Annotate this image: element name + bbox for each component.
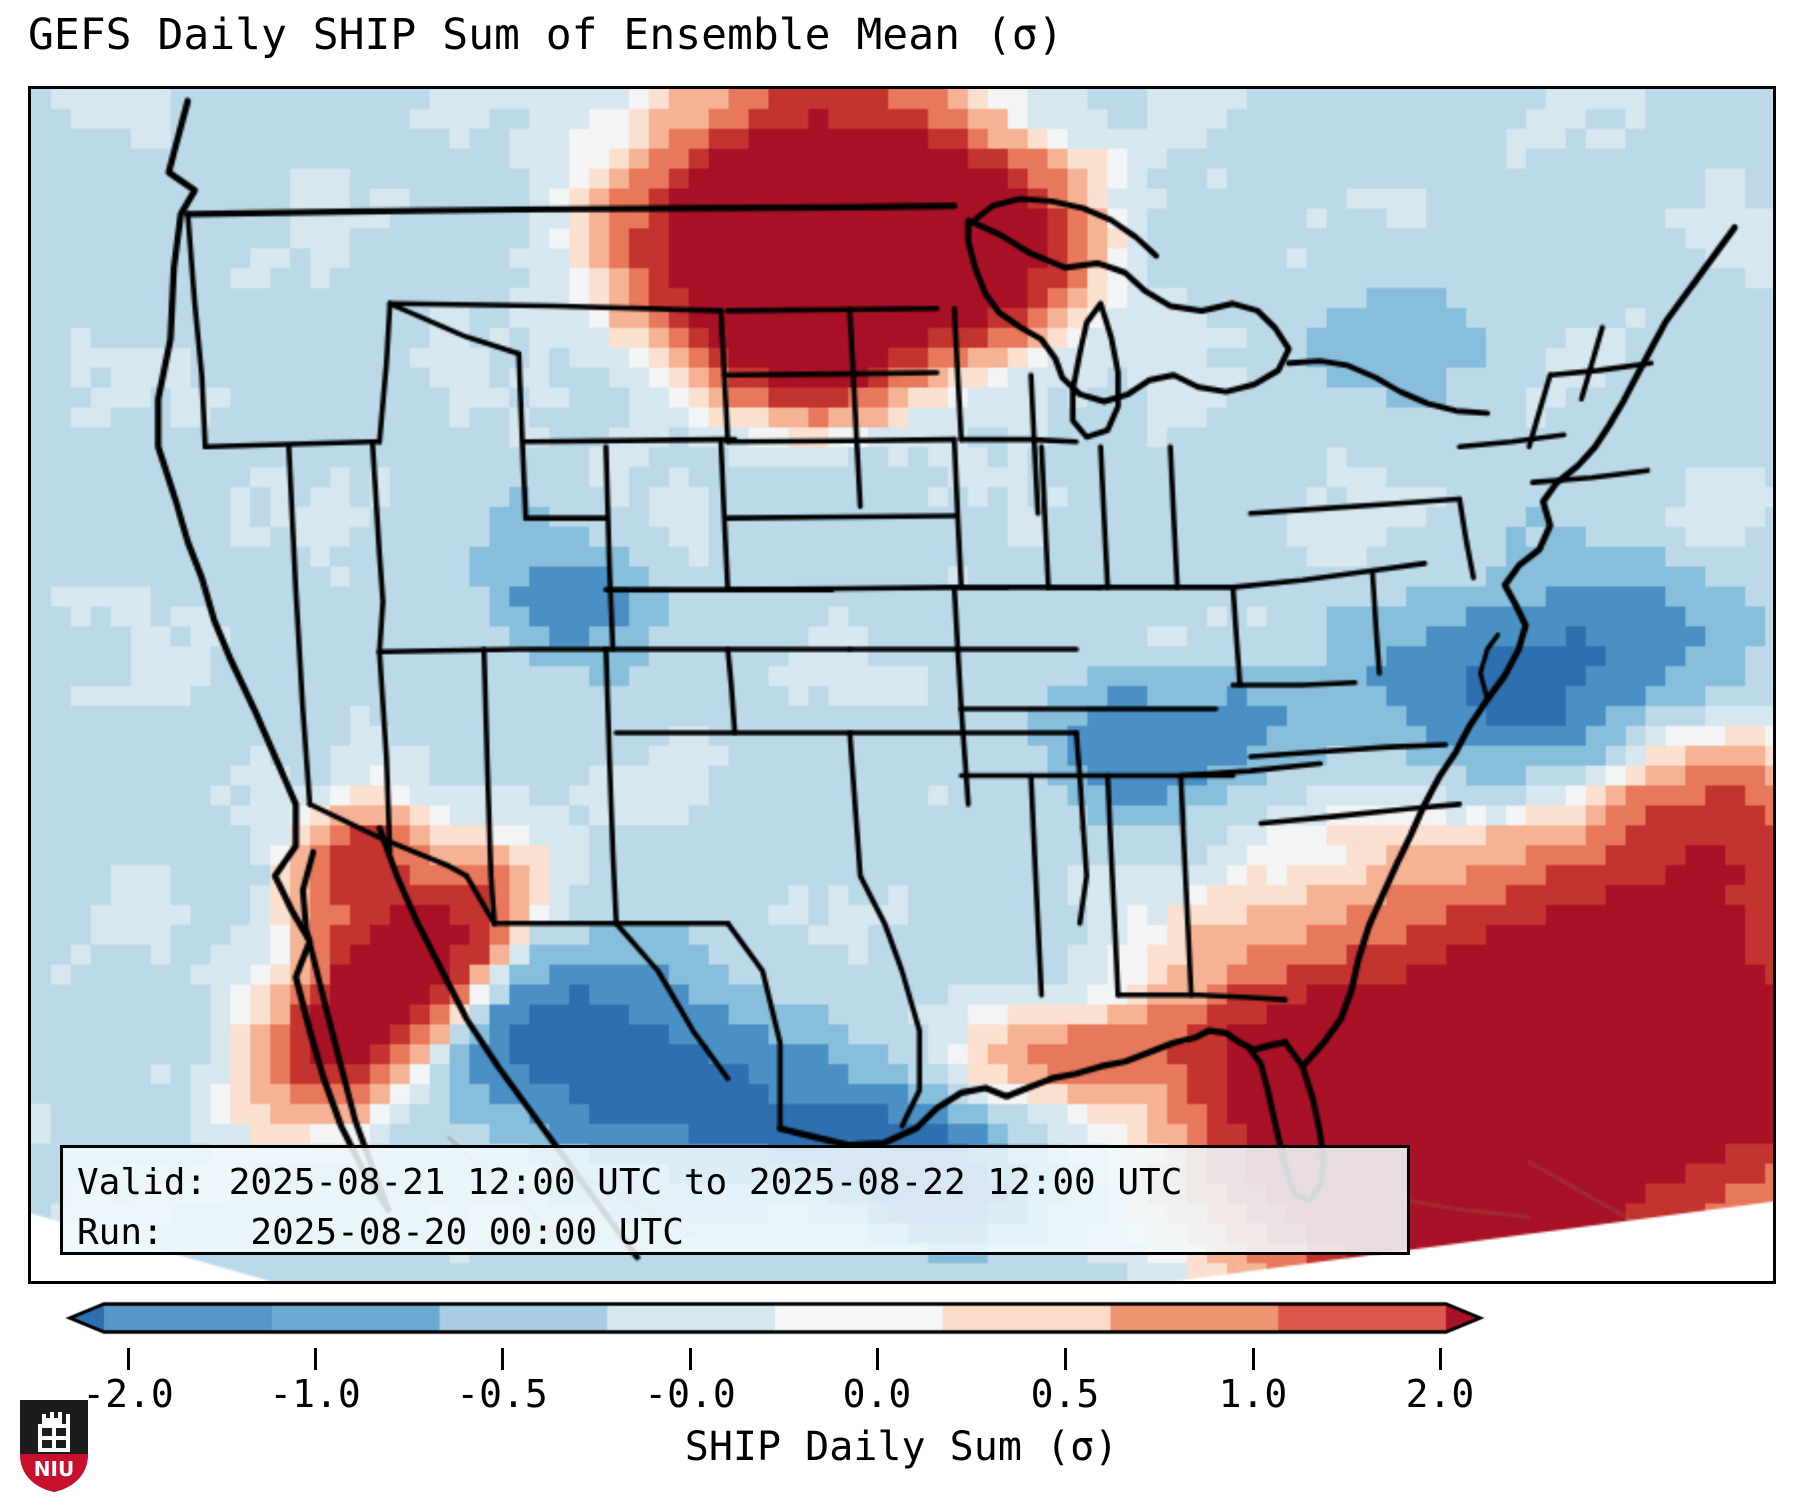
- colorbar-tick-label: 2.0: [1405, 1372, 1475, 1416]
- colorbar-tick-label: -0.5: [456, 1372, 548, 1416]
- colorbar-tick-mark: [876, 1348, 879, 1370]
- colorbar-tick-label: -2.0: [82, 1372, 174, 1416]
- colorbar-tick-mark: [1439, 1348, 1442, 1370]
- colorbar-axis-label: SHIP Daily Sum (σ): [684, 1424, 1119, 1470]
- colorbar: [0, 1294, 1803, 1354]
- colorbar-tick-label: 1.0: [1218, 1372, 1288, 1416]
- colorbar-tick-mark: [501, 1348, 504, 1370]
- colorbar-tick-label: 0.0: [842, 1372, 912, 1416]
- run-time-line: Run: 2025-08-20 00:00 UTC: [77, 1212, 684, 1253]
- colorbar-tick-label: -1.0: [269, 1372, 361, 1416]
- map-heatmap-canvas: [31, 89, 1773, 1281]
- colorbar-tick-label: -0.0: [644, 1372, 736, 1416]
- colorbar-tick-mark: [314, 1348, 317, 1370]
- page-title: GEFS Daily SHIP Sum of Ensemble Mean (σ): [28, 10, 1064, 60]
- colorbar-tick-mark: [1252, 1348, 1255, 1370]
- colorbar-tick-mark: [127, 1348, 130, 1370]
- annotation-box: Valid: 2025-08-21 12:00 UTC to 2025-08-2…: [60, 1145, 1410, 1255]
- colorbar-tick-label: 0.5: [1030, 1372, 1100, 1416]
- niu-logo: NIU: [20, 1400, 88, 1492]
- colorbar-tick-mark: [689, 1348, 692, 1370]
- valid-time-line: Valid: 2025-08-21 12:00 UTC to 2025-08-2…: [77, 1162, 1183, 1203]
- colorbar-canvas: [0, 1294, 1803, 1354]
- colorbar-ticks: -2.0 -1.0 -0.5 -0.0 0.0 0.5 1.0 2.0: [0, 1348, 1803, 1416]
- niu-logo-text: NIU: [34, 1457, 74, 1481]
- map-panel: [28, 86, 1776, 1284]
- colorbar-tick-mark: [1064, 1348, 1067, 1370]
